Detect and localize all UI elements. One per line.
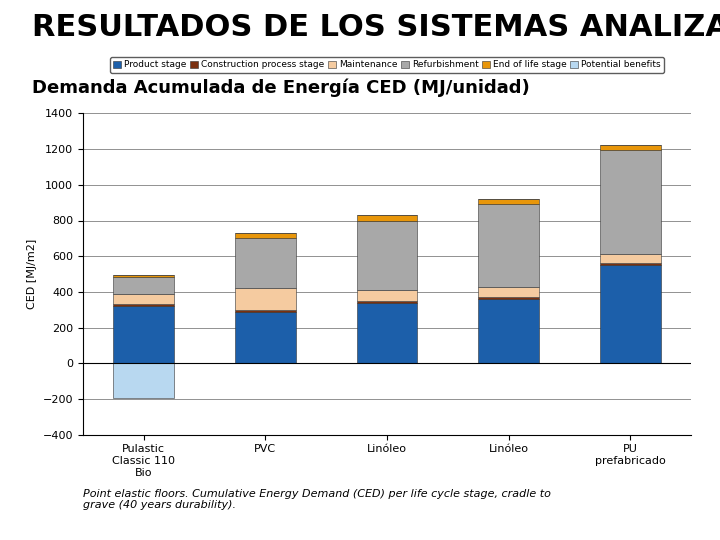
Bar: [356, 290, 418, 301]
Bar: [235, 233, 296, 238]
Bar: [235, 310, 296, 312]
Bar: [235, 312, 296, 363]
Y-axis label: CED [MJ/m2]: CED [MJ/m2]: [27, 239, 37, 309]
Bar: [356, 220, 418, 290]
Text: RESULTADOS DE LOS SISTEMAS ANALIZADOS: RESULTADOS DE LOS SISTEMAS ANALIZADOS: [32, 14, 720, 43]
Bar: [478, 299, 539, 363]
Bar: [600, 265, 661, 363]
Bar: [600, 145, 661, 150]
Bar: [113, 276, 174, 294]
Bar: [478, 199, 539, 205]
Text: Point elastic floors. Cumulative Energy Demand (CED) per life cycle stage, cradl: Point elastic floors. Cumulative Energy …: [83, 489, 551, 510]
Bar: [478, 205, 539, 287]
Bar: [235, 288, 296, 310]
Bar: [113, 363, 174, 398]
Bar: [478, 297, 539, 299]
Bar: [235, 238, 296, 288]
Bar: [356, 302, 418, 363]
Legend: Product stage, Construction process stage, Maintenance, Refurbishment, End of li: Product stage, Construction process stag…: [109, 57, 665, 73]
Bar: [113, 294, 174, 305]
Bar: [356, 301, 418, 302]
Bar: [113, 306, 174, 363]
Bar: [356, 215, 418, 220]
Bar: [478, 287, 539, 297]
Bar: [113, 305, 174, 306]
Bar: [600, 150, 661, 253]
Bar: [600, 264, 661, 265]
Text: Demanda Acumulada de Energía CED (MJ/unidad): Demanda Acumulada de Energía CED (MJ/uni…: [32, 78, 530, 97]
Bar: [600, 253, 661, 264]
Bar: [113, 275, 174, 276]
